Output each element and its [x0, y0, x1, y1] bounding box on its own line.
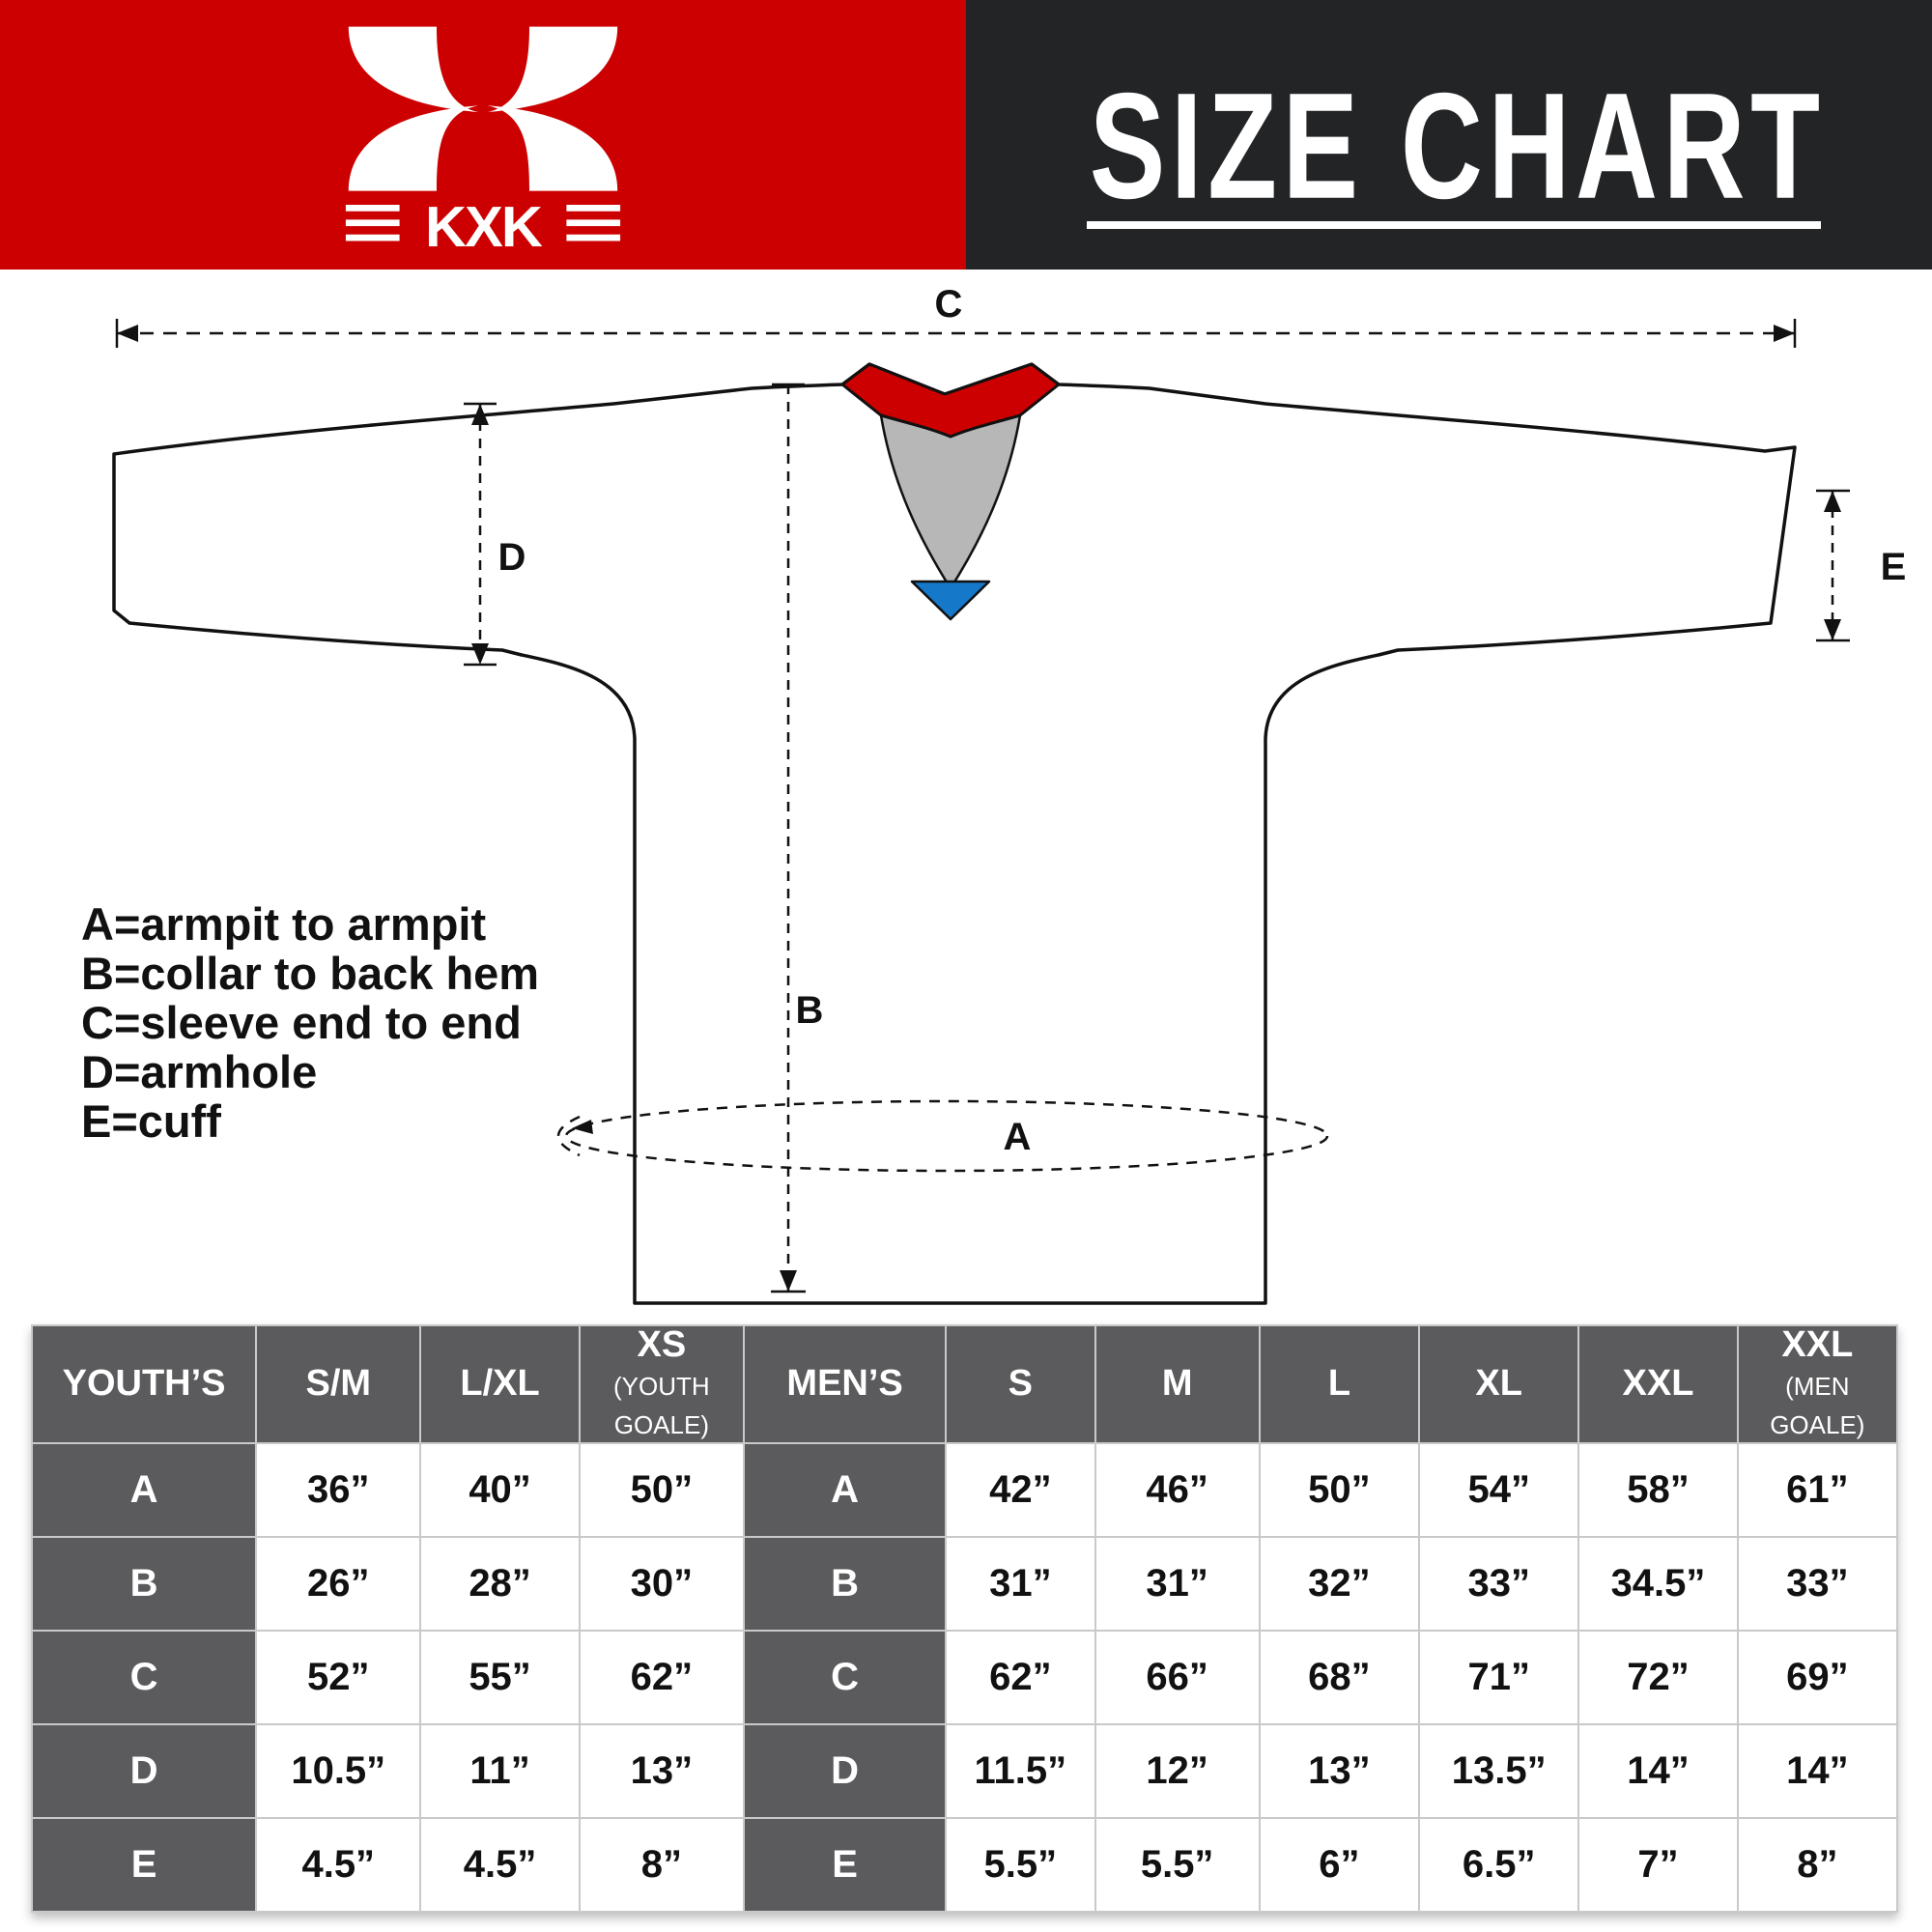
- svg-text:A: A: [1004, 1116, 1032, 1158]
- svg-text:C: C: [935, 283, 963, 326]
- svg-text:D: D: [498, 536, 526, 579]
- svg-text:E: E: [1881, 546, 1907, 588]
- svg-text:C=sleeve end to end: C=sleeve end to end: [81, 997, 522, 1048]
- svg-text:A=armpit to armpit: A=armpit to armpit: [81, 898, 486, 950]
- svg-text:D=armhole: D=armhole: [81, 1046, 317, 1097]
- svg-text:B: B: [796, 989, 824, 1032]
- svg-text:E=cuff: E=cuff: [81, 1095, 221, 1147]
- svg-text:B=collar to back hem: B=collar to back hem: [81, 948, 539, 999]
